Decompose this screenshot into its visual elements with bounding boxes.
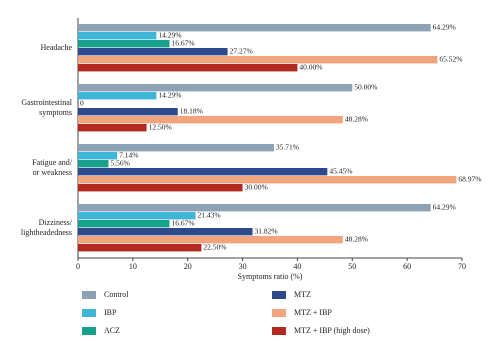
value-label: 27.27% [230,47,253,56]
bar [78,244,202,252]
value-label: 30.00% [245,183,268,192]
value-label: 0 [80,99,84,108]
value-label: 35.71% [276,143,299,152]
bar [78,108,178,116]
bar [78,168,328,176]
legend-label: MTZ + IBP (high dose) [294,326,370,335]
bar [78,212,196,220]
bar [78,116,343,124]
value-label: 22.50% [203,243,226,252]
x-tick-label: 10 [129,262,137,271]
legend-label: Control [104,290,129,299]
y-tick-label: Dizziness/lightheadedness [21,218,73,237]
legend-swatch [82,291,96,299]
legend-swatch [272,327,286,335]
legend-swatch [272,291,286,299]
legend-swatch [272,309,286,317]
value-label: 7.14% [119,151,138,160]
value-label: 21.43% [198,211,221,220]
x-tick-label: 30 [239,262,247,271]
bar [78,152,118,160]
y-tick-label: Headache [40,43,72,52]
legend-label: ACZ [104,326,120,335]
bar [78,160,109,168]
value-label: 68.97% [458,175,481,184]
value-label: 50.00% [354,83,377,92]
value-label: 31.82% [255,227,278,236]
bar [78,64,298,72]
bar [78,236,343,244]
legend-label: MTZ + IBP [294,308,332,317]
x-tick-label: 40 [293,262,301,271]
bar [78,204,431,212]
legend-swatch [82,309,96,317]
value-label: 48.28% [345,235,368,244]
bar [78,24,431,32]
bar [78,228,253,236]
value-label: 16.67% [171,39,194,48]
x-tick-label: 70 [458,262,466,271]
bar [78,40,170,48]
x-tick-label: 60 [403,262,411,271]
value-label: 40.00% [299,63,322,72]
bar [78,48,228,56]
bar [78,184,243,192]
x-axis-title: Symptoms ratio (%) [238,272,303,281]
legend-swatch [82,327,96,335]
value-label: 14.29% [158,91,181,100]
bar [78,32,157,40]
x-tick-label: 20 [184,262,192,271]
bar [78,176,457,184]
x-tick-label: 0 [76,262,80,271]
value-label: 5.56% [111,159,130,168]
x-tick-label: 50 [348,262,356,271]
value-label: 65.52% [439,55,462,64]
value-label: 18.18% [180,107,203,116]
bar [78,144,274,152]
bar [78,84,353,92]
bar [78,92,157,100]
bar [78,124,147,132]
y-tick-label: Fatigue and/or weakness [32,158,73,177]
value-label: 12.50% [149,123,172,132]
bar [78,220,170,228]
value-label: 45.45% [329,167,352,176]
y-tick-label: Gastrointestinal symptoms [21,98,72,117]
value-label: 48.28% [345,115,368,124]
legend-label: IBP [104,308,117,317]
value-label: 14.29% [158,31,181,40]
value-label: 64.29% [433,23,456,32]
value-label: 16.67% [171,219,194,228]
bar [78,56,438,64]
legend-label: MTZ [294,290,311,299]
value-label: 64.29% [433,203,456,212]
